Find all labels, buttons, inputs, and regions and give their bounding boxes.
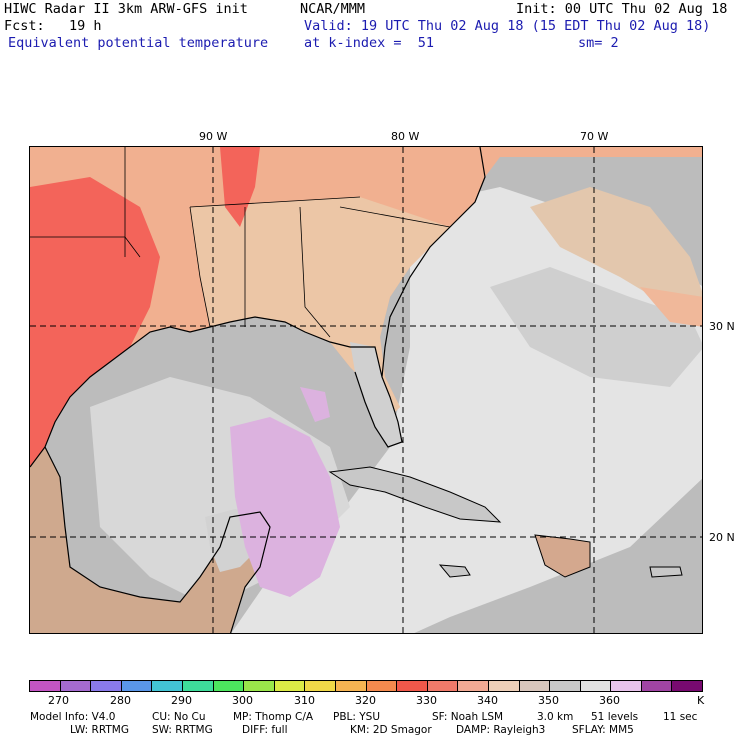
cuba-island	[328, 466, 502, 523]
colorbar-segment	[335, 681, 367, 691]
mississippi-red-area	[220, 147, 260, 227]
florida-peninsula	[350, 342, 402, 447]
colorbar-tick: 320	[355, 694, 376, 707]
colorbar-segment	[121, 681, 153, 691]
footer-levels: 51 levels	[591, 711, 639, 723]
colorbar-tick: 270	[48, 694, 69, 707]
colorbar-tick: 330	[416, 694, 437, 707]
footer-cu: CU: No Cu	[152, 711, 206, 723]
lat-label-20n: 20 N	[709, 531, 735, 544]
gulf-lavender-patch	[300, 387, 330, 422]
map-panel	[29, 146, 703, 634]
colorbar-segment	[91, 681, 122, 691]
colorbar-segment	[427, 681, 459, 691]
colorbar-segment	[60, 681, 92, 691]
us-coastline	[30, 147, 486, 468]
footer-damp: DAMP: Rayleigh3	[456, 724, 546, 736]
footer-model-info: Model Info: V4.0	[30, 711, 116, 723]
colorbar-tick: 290	[171, 694, 192, 707]
footer-diff: DIFF: full	[242, 724, 288, 736]
org-label: NCAR/MMM	[300, 1, 366, 17]
colorbar-segment	[611, 681, 642, 691]
colorbar-segment	[641, 681, 673, 691]
init-time: Init: 00 UTC Thu 02 Aug 18	[516, 1, 728, 17]
southeast-land	[190, 197, 450, 417]
atlantic-tan-patch	[530, 187, 702, 307]
colorbar	[29, 680, 703, 692]
puerto-rico-island	[649, 566, 683, 578]
colorbar-segment	[488, 681, 520, 691]
colorbar-tick: 310	[294, 694, 315, 707]
mexico-coastline	[44, 446, 271, 633]
colorbar-tick: 300	[232, 694, 253, 707]
caribbean-lavender-area	[230, 417, 340, 597]
texas-red-area	[30, 177, 160, 467]
colorbar-segment	[550, 681, 581, 691]
footer-mp: MP: Thomp C/A	[233, 711, 314, 723]
atlantic-grey-band	[490, 267, 702, 387]
jamaica-island	[438, 564, 471, 578]
colorbar-segment	[244, 681, 275, 691]
colorbar-tick: 280	[110, 694, 131, 707]
forecast-hour: Fcst: 19 h	[4, 18, 102, 34]
colorbar-unit: K	[697, 694, 705, 707]
lon-label-70w: 70 W	[580, 130, 609, 143]
level-label: at k-index = 51	[304, 35, 435, 51]
colorbar-tick: 360	[599, 694, 620, 707]
lon-label-80w: 80 W	[391, 130, 420, 143]
footer-sf: SF: Noah LSM	[432, 711, 504, 723]
colorbar-segment	[366, 681, 398, 691]
colorbar-segment	[30, 681, 61, 691]
colorbar-segment	[213, 681, 245, 691]
mexico-land	[30, 447, 270, 633]
colorbar-segment	[152, 681, 183, 691]
map-canvas	[30, 147, 702, 633]
hispaniola-island	[534, 534, 591, 578]
state-borders	[30, 147, 451, 338]
footer-pbl: PBL: YSU	[333, 711, 381, 723]
field-name: Equivalent potential temperature	[8, 35, 269, 51]
colorbar-segment	[305, 681, 336, 691]
colorbar-segment	[274, 681, 306, 691]
smoothing-label: sm= 2	[578, 35, 619, 51]
lat-label-30n: 30 N	[709, 320, 735, 333]
colorbar-segment	[580, 681, 612, 691]
colorbar-tick: 340	[477, 694, 498, 707]
model-title: HIWC Radar II 3km ARW-GFS init	[4, 1, 248, 17]
footer-timestep: 11 sec	[663, 711, 698, 723]
colorbar-tick: 350	[538, 694, 559, 707]
colorbar-segment	[397, 681, 428, 691]
footer-resolution: 3.0 km	[537, 711, 574, 723]
atlantic-salmon-patch	[640, 287, 702, 327]
valid-time: Valid: 19 UTC Thu 02 Aug 18 (15 EDT Thu …	[304, 18, 711, 34]
footer-sflay: SFLAY: MM5	[572, 724, 634, 736]
colorbar-segment	[672, 681, 703, 691]
colorbar-segment	[519, 681, 551, 691]
footer-lw: LW: RRTMG	[70, 724, 129, 736]
lon-label-90w: 90 W	[199, 130, 228, 143]
colorbar-segment	[458, 681, 489, 691]
footer-sw: SW: RRTMG	[152, 724, 213, 736]
footer-km: KM: 2D Smagor	[350, 724, 432, 736]
colorbar-segment	[182, 681, 214, 691]
